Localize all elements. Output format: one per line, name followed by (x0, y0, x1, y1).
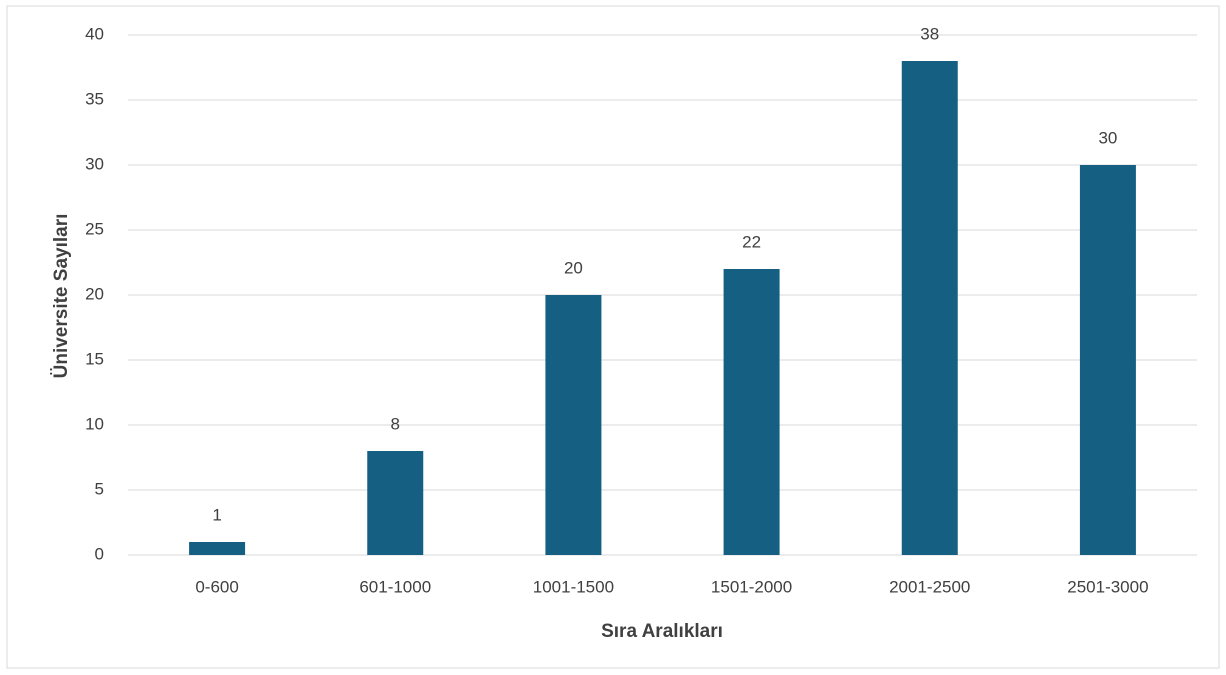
y-tick-label: 30 (85, 154, 104, 173)
bar (1079, 165, 1136, 555)
data-label: 30 (1098, 128, 1117, 147)
data-label: 20 (564, 258, 583, 277)
y-tick-label: 0 (95, 544, 104, 563)
y-tick-label: 25 (85, 219, 104, 238)
y-tick-label: 20 (85, 284, 104, 303)
data-label: 38 (920, 24, 939, 43)
data-label: 1 (212, 505, 221, 524)
x-tick-label: 1501-2000 (711, 577, 792, 596)
bar (901, 61, 958, 555)
bar (367, 451, 424, 555)
bar (723, 269, 780, 555)
y-tick-label: 10 (85, 414, 104, 433)
y-tick-label: 5 (95, 479, 104, 498)
data-label: 8 (391, 414, 400, 433)
x-axis-title: Sıra Aralıkları (601, 621, 723, 642)
y-tick-label: 15 (85, 349, 104, 368)
x-tick-label: 2001-2500 (889, 577, 970, 596)
x-tick-label: 2501-3000 (1067, 577, 1148, 596)
chart-frame (6, 5, 1220, 669)
bar (189, 542, 246, 555)
x-tick-label: 1001-1500 (533, 577, 614, 596)
y-axis-title: Üniversite Sayıları (51, 214, 72, 379)
data-label: 22 (742, 232, 761, 251)
x-tick-label: 601-1000 (359, 577, 431, 596)
y-tick-label: 40 (85, 24, 104, 43)
bar (545, 295, 602, 555)
y-tick-label: 35 (85, 89, 104, 108)
x-tick-label: 0-600 (195, 577, 238, 596)
